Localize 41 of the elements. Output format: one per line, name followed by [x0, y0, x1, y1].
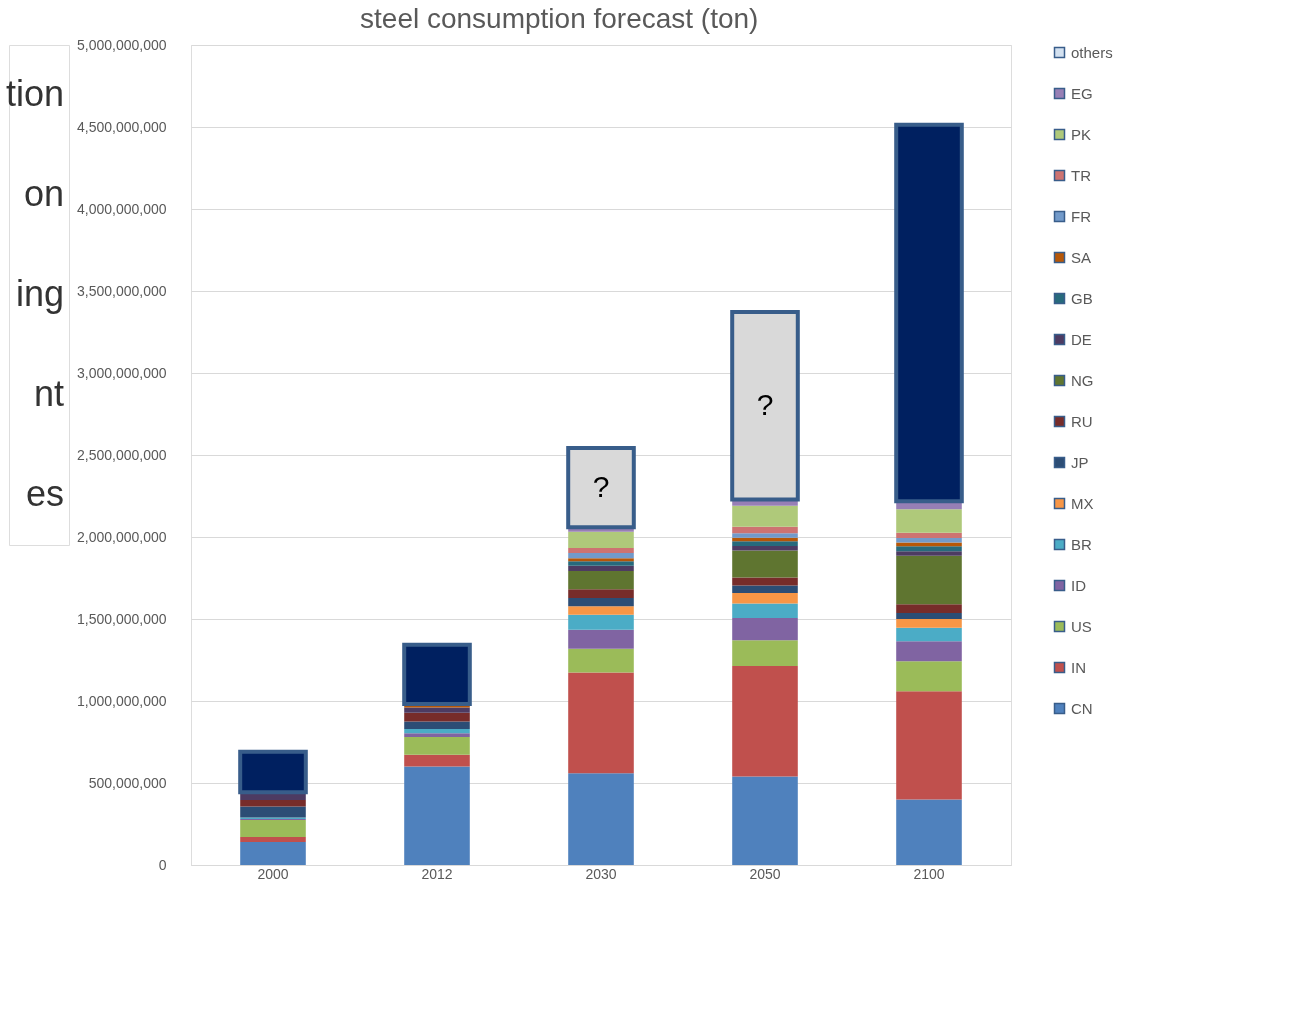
x-tick-label: 2030: [585, 865, 617, 882]
x-tick-label: 2000: [257, 865, 289, 882]
legend-label: BR: [1071, 535, 1092, 553]
y-tick-label: 4,000,000,000: [76, 200, 167, 217]
y-tick-label: 1,500,000,000: [76, 610, 167, 627]
y-tick-label: 3,000,000,000: [76, 364, 167, 381]
legend-label: FR: [1071, 207, 1092, 225]
text: tion: [5, 73, 64, 114]
legend-label: JP: [1071, 453, 1089, 471]
legend-label: NG: [1071, 371, 1094, 389]
y-tick-label: 4,500,000,000: [76, 118, 167, 135]
text: on: [23, 173, 64, 214]
legend-label: PK: [1071, 125, 1092, 143]
y-tick-label: 3,500,000,000: [76, 282, 167, 299]
legend-label: TR: [1071, 166, 1092, 184]
data-label: ?: [592, 469, 610, 503]
legend-label: ID: [1071, 576, 1087, 594]
text: ing: [15, 273, 64, 314]
legend-label: GB: [1071, 289, 1093, 307]
y-tick-label: 1,000,000,000: [76, 692, 167, 709]
x-tick-label: 2050: [749, 865, 781, 882]
y-tick-label: 500,000,000: [88, 774, 167, 791]
legend-label: SA: [1071, 248, 1092, 266]
y-tick-label: 2,000,000,000: [76, 528, 167, 545]
x-tick-label: 2012: [421, 865, 453, 882]
legend-label: EG: [1071, 84, 1093, 102]
legend-label: US: [1071, 617, 1092, 635]
text: nt: [33, 373, 64, 414]
legend-label: IN: [1071, 658, 1086, 676]
chart-title: steel consumption forecast (ton): [360, 2, 759, 34]
legend-label: others: [1071, 43, 1113, 61]
legend-label: CN: [1071, 699, 1093, 717]
y-tick-label: 0: [158, 856, 167, 873]
data-label: ?: [756, 387, 774, 421]
text: es: [25, 473, 64, 514]
legend-label: MX: [1071, 494, 1094, 512]
legend-label: DE: [1071, 330, 1092, 348]
x-tick-label: 2100: [913, 865, 945, 882]
y-tick-label: 5,000,000,000: [76, 36, 167, 53]
legend-label: RU: [1071, 412, 1093, 430]
y-tick-label: 2,500,000,000: [76, 446, 167, 463]
